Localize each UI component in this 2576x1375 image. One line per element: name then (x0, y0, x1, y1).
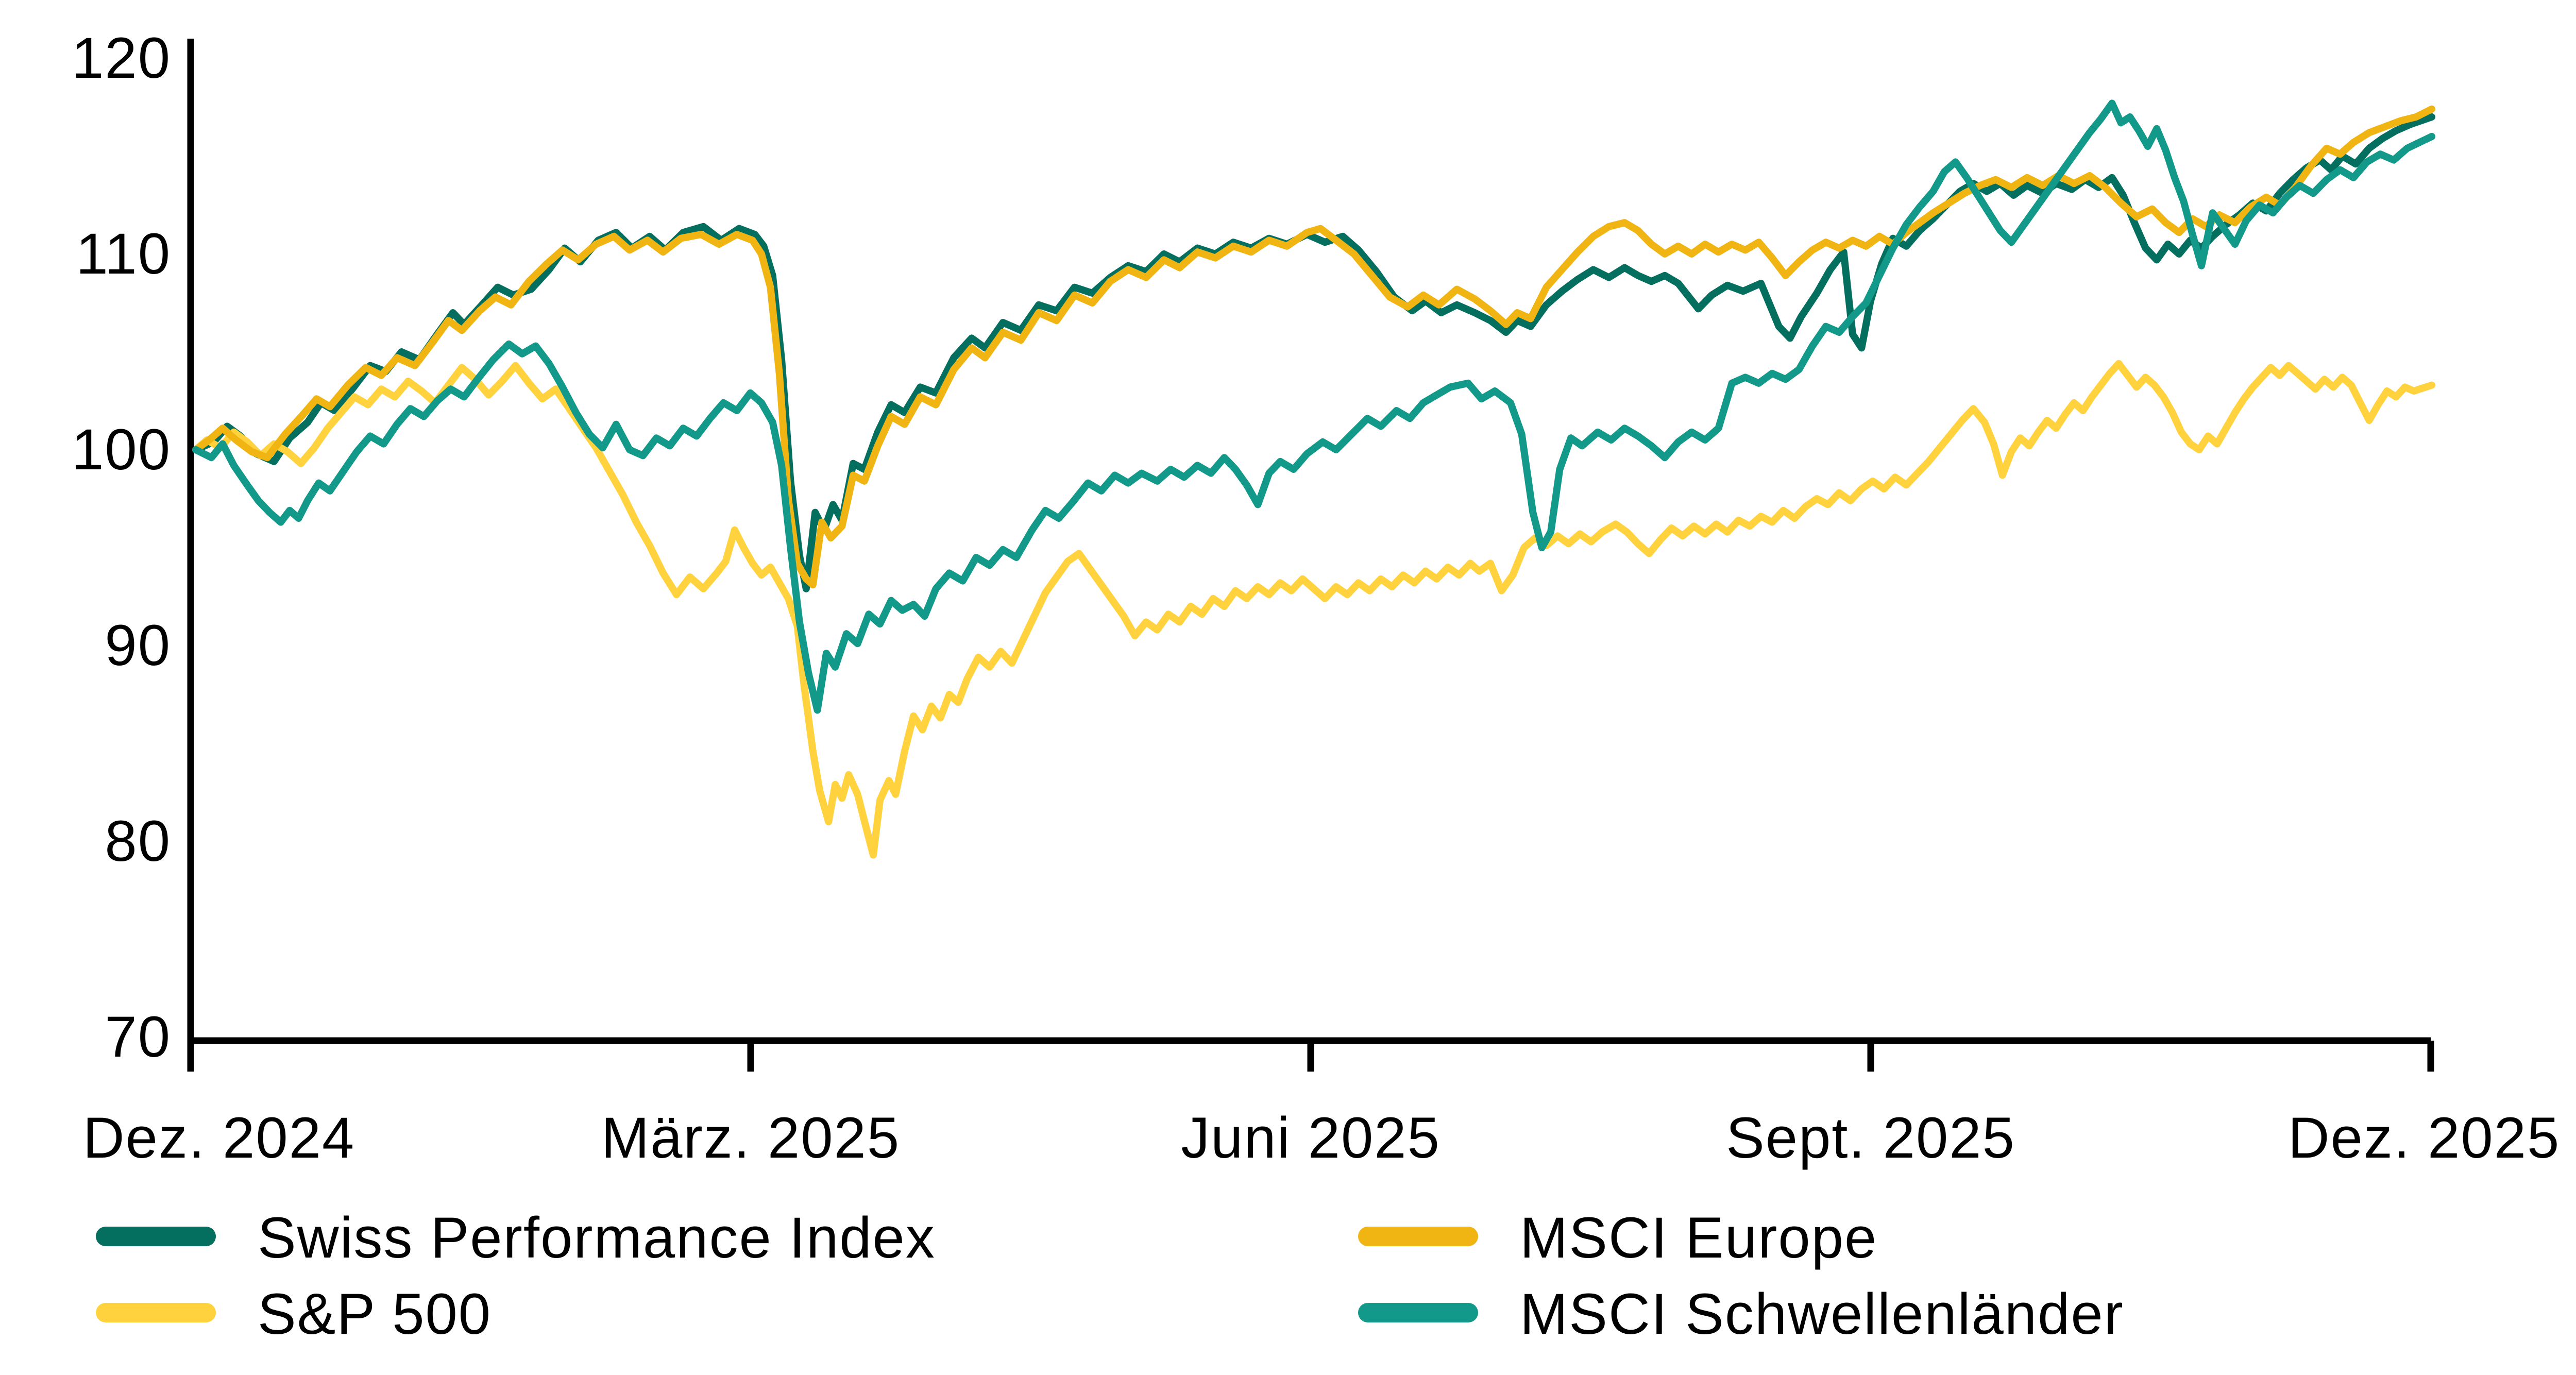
series-line-msci-europe (192, 105, 2435, 589)
series-line-swiss-performance-index (192, 113, 2435, 592)
x-tick-label-dez-2025: Dez. 2025 (2288, 1106, 2561, 1170)
x-axis: Dez. 2024 März. 2025 Juni 2025 Sept. 202… (83, 1037, 2561, 1170)
legend-label-sp-500: S&P 500 (258, 1282, 492, 1346)
legend-label-msci-schwellenlaender: MSCI Schwellenländer (1520, 1282, 2124, 1346)
y-tick-label-120: 120 (72, 26, 171, 90)
y-tick-label-100: 100 (72, 417, 171, 482)
x-tick-label-dez-2024: Dez. 2024 (83, 1106, 355, 1170)
series-line-msci-schwellenlaender (192, 99, 2435, 714)
legend-item-msci-schwellenlaender: MSCI Schwellenländer (1358, 1282, 2124, 1346)
y-tick-label-110: 110 (76, 222, 171, 286)
legend-item-sp-500: S&P 500 (96, 1282, 492, 1346)
y-tick-label-70: 70 (105, 1005, 171, 1069)
y-tick-label-80: 80 (105, 809, 171, 873)
legend-label-swiss-performance-index: Swiss Performance Index (258, 1206, 936, 1270)
plot-area (192, 99, 2435, 859)
legend: Swiss Performance Index S&P 500 MSCI Eur… (96, 1206, 2124, 1346)
y-axis: 120 110 100 90 80 70 (72, 26, 194, 1072)
x-tick-label-maerz-2025: März. 2025 (601, 1106, 900, 1170)
x-tick-label-juni-2025: Juni 2025 (1181, 1106, 1440, 1170)
y-tick-label-90: 90 (105, 613, 171, 677)
legend-item-msci-europe: MSCI Europe (1358, 1206, 1877, 1270)
legend-item-swiss-performance-index: Swiss Performance Index (96, 1206, 936, 1270)
series-line-sp-500 (192, 360, 2435, 859)
legend-label-msci-europe: MSCI Europe (1520, 1206, 1877, 1270)
x-tick-label-sept-2025: Sept. 2025 (1726, 1106, 2015, 1170)
